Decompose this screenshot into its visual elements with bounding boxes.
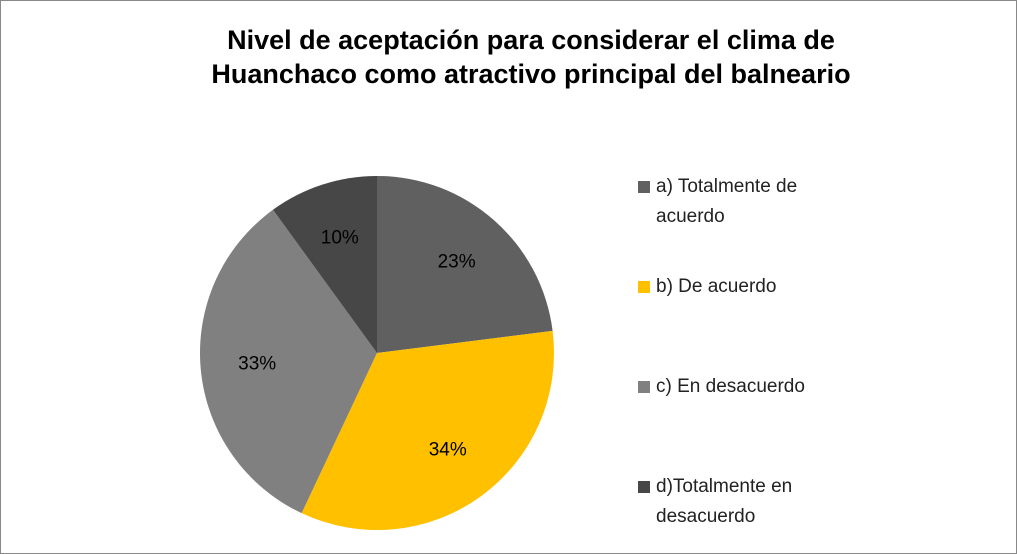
pie-slice [377,176,553,353]
value-label: 23% [438,252,476,273]
legend-label: c) En desacuerdo [656,376,805,397]
legend-swatch [638,181,650,193]
legend-item: b) De acuerdo [638,272,866,302]
value-label: 34% [429,439,467,460]
legend-swatch [638,481,650,493]
value-label: 10% [321,228,359,249]
value-label: 33% [238,353,276,374]
legend-swatch [638,381,650,393]
legend-label: a) Totalmente de acuerdo [656,176,798,227]
legend-swatch [638,281,650,293]
legend-item: a) Totalmente de acuerdo [638,172,866,232]
legend-label: d)Totalmente en desacuerdo [656,476,793,527]
chart-title: Nivel de aceptación para considerar el c… [227,25,835,55]
legend-label: b) De acuerdo [656,276,777,297]
pie-slice [301,330,554,530]
chart-title: Huanchaco como atractivo principal del b… [211,59,850,89]
pie-slice [200,209,377,514]
pie-slice [272,176,377,353]
legend-item: c) En desacuerdo [638,372,866,402]
legend-item: d)Totalmente en desacuerdo [638,472,866,532]
